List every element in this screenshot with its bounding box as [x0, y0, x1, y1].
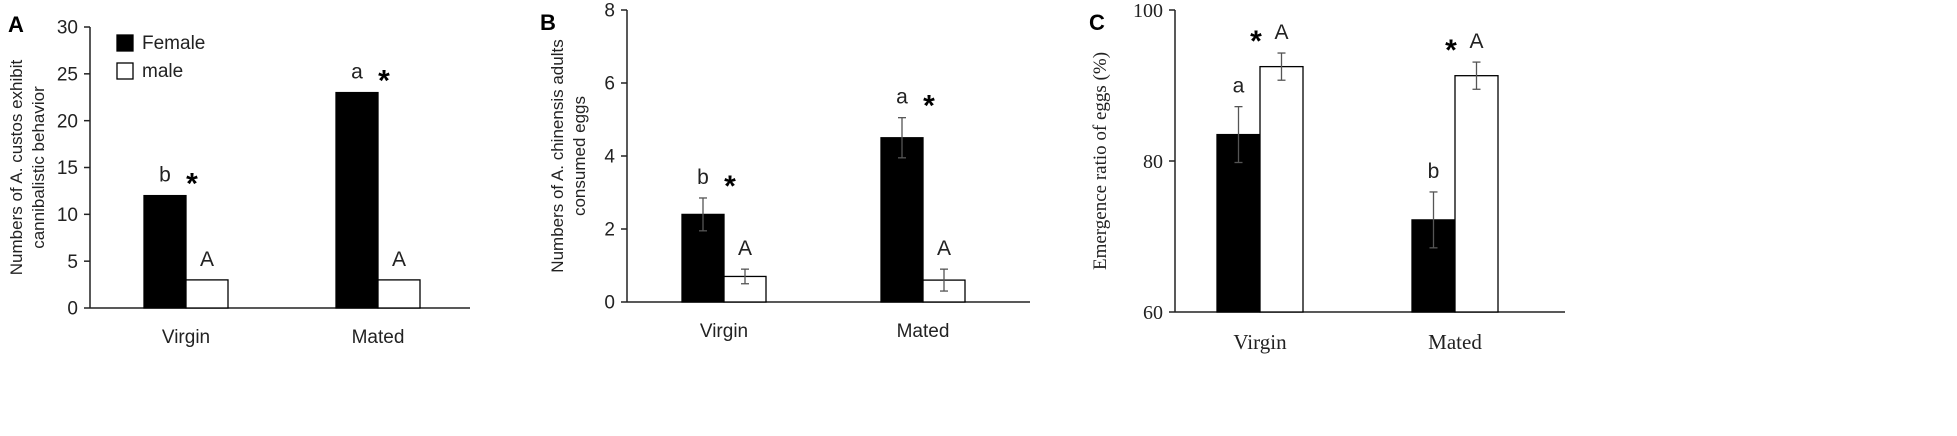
y-axis-label: Numbers of A. custos exhibit [7, 60, 26, 276]
significance-letter: A [1274, 21, 1288, 44]
significance-star: * [1445, 34, 1457, 67]
y-tick-label: 5 [67, 252, 78, 273]
y-tick-label: 8 [604, 1, 615, 22]
significance-letter: A [937, 237, 951, 260]
y-axis-label: cannibalistic behavior [29, 86, 48, 249]
x-category-label: Mated [897, 321, 950, 342]
y-axis-label: Emergence ratio of eggs (%) [1090, 52, 1111, 270]
y-axis-label: consumed eggs [570, 96, 589, 216]
significance-letter: A [200, 248, 214, 271]
y-tick-label: 4 [604, 147, 615, 168]
x-category-label: Virgin [1233, 330, 1287, 354]
bar-male-mated [377, 279, 421, 309]
significance-letter: b [697, 166, 709, 189]
y-tick-label: 2 [604, 220, 615, 241]
bar-male-virgin [185, 279, 229, 309]
y-tick-label: 6 [604, 74, 615, 95]
bar-female-mated [880, 137, 924, 303]
y-tick-label: 80 [1143, 151, 1163, 173]
y-tick-label: 20 [57, 111, 78, 132]
significance-star: * [923, 90, 935, 123]
significance-letter: A [738, 237, 752, 260]
legend-swatch-male [116, 62, 134, 80]
significance-letter: A [392, 248, 406, 271]
bar-female-mated [335, 91, 379, 309]
y-tick-label: 0 [67, 299, 78, 320]
legend-entry-female: Female [142, 33, 205, 54]
significance-star: * [186, 168, 198, 201]
bar-female-virgin [681, 213, 725, 303]
significance-letter: b [159, 164, 171, 187]
x-category-label: Virgin [162, 327, 210, 348]
y-tick-label: 0 [604, 293, 615, 314]
y-axis-label: Numbers of A. chinensis adults [548, 39, 567, 272]
x-category-label: Mated [352, 327, 405, 348]
x-category-label: Mated [1428, 330, 1482, 354]
significance-letter: a [1233, 75, 1245, 98]
significance-letter: A [1469, 30, 1483, 53]
panel-label: B [540, 10, 556, 35]
bar-female-virgin [143, 194, 187, 309]
bar-male-mated [1454, 75, 1499, 313]
chart-panel-c: C 60 80 100 Emergence ratio of eggs (%) Virgi… [1089, 0, 1565, 354]
chart-panel-a: A 0 5 10 15 20 25 30 Numbers of A. custos exhibi… [7, 12, 470, 348]
y-tick-label: 100 [1133, 0, 1163, 22]
significance-letter: a [896, 86, 908, 109]
bar-female-virgin [1216, 133, 1261, 313]
x-category-label: Virgin [700, 321, 748, 342]
y-tick-label: 30 [57, 18, 78, 39]
y-tick-label: 60 [1143, 302, 1163, 324]
bar-female-mated [1411, 219, 1456, 313]
y-tick-label: 25 [57, 64, 78, 85]
significance-letter: b [1428, 160, 1440, 183]
significance-star: * [1250, 25, 1262, 58]
legend-swatch-female [116, 34, 134, 52]
significance-star: * [724, 170, 736, 203]
significance-star: * [378, 65, 390, 98]
legend-entry-male: male [142, 61, 183, 82]
y-tick-label: 15 [57, 158, 78, 179]
y-tick-label: 10 [57, 205, 78, 226]
panel-label: C [1089, 10, 1105, 35]
bar-male-virgin [1259, 65, 1304, 313]
panel-label: A [8, 12, 24, 37]
chart-panel-b: B 0 2 4 6 8 Numbers of A. chinensis adults cons… [540, 1, 1030, 342]
significance-letter: a [351, 61, 363, 84]
